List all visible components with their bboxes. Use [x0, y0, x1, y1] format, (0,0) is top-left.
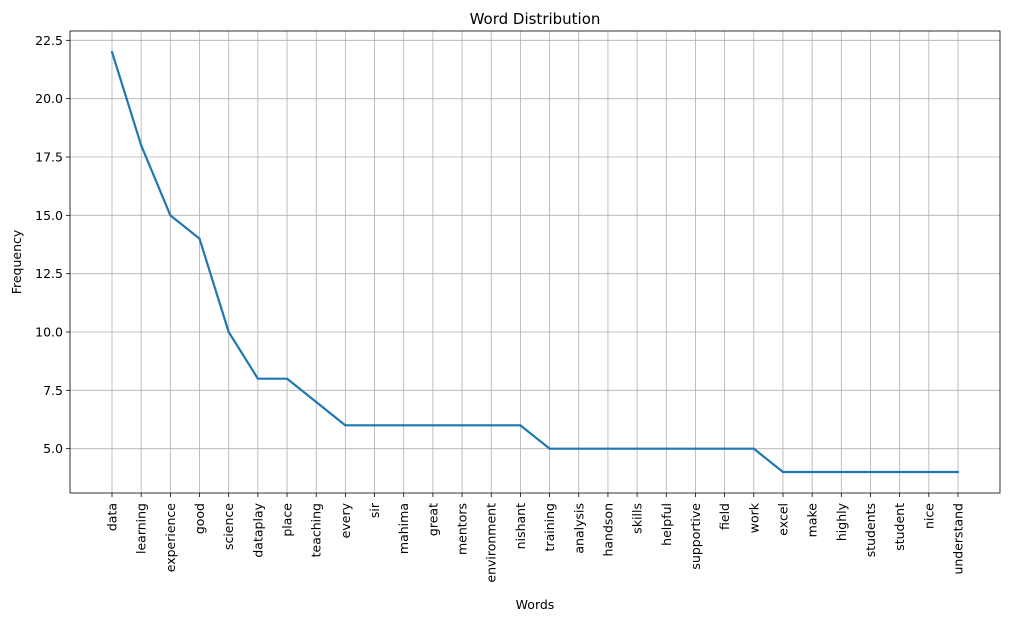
y-tick-label: 22.5: [35, 33, 63, 48]
x-tick-label: science: [221, 503, 236, 550]
x-tick-label: work: [746, 502, 761, 533]
data-point: [344, 424, 347, 427]
data-point: [431, 424, 434, 427]
x-tick-label: field: [717, 503, 732, 530]
x-axis-title: Words: [516, 597, 555, 612]
x-tick-label: training: [542, 503, 557, 551]
data-point: [140, 144, 143, 147]
x-tick-label: mentors: [455, 503, 470, 555]
x-tick-label: environment: [484, 503, 499, 583]
data-point: [256, 377, 259, 380]
y-tick-label: 5.0: [43, 441, 63, 456]
x-tick-label: helpful: [659, 503, 674, 546]
y-tick-label: 7.5: [43, 383, 63, 398]
data-point: [169, 214, 172, 217]
data-point: [198, 237, 201, 240]
data-point: [402, 424, 405, 427]
x-tick-label: sir: [367, 502, 382, 518]
data-point: [781, 470, 785, 474]
data-point: [285, 377, 289, 380]
x-tick-label: learning: [134, 503, 149, 554]
data-point: [110, 50, 114, 54]
x-tick-label: nishant: [513, 503, 528, 549]
data-point: [606, 447, 610, 450]
plot-frame: [69, 30, 1001, 494]
x-tick-label: good: [192, 503, 207, 534]
series-line: [110, 51, 958, 474]
data-point: [665, 447, 668, 450]
data-point: [811, 470, 814, 474]
x-tick-label: highly: [834, 502, 849, 541]
x-tick-label: students: [863, 503, 878, 557]
data-point: [577, 447, 580, 450]
data-point: [460, 424, 464, 427]
y-tick-label: 10.0: [35, 325, 63, 340]
data-point: [490, 424, 493, 427]
x-tick-label: data: [105, 503, 120, 531]
data-point: [373, 424, 376, 427]
x-tick-label: handson: [600, 503, 615, 557]
data-point: [227, 330, 230, 334]
data-point: [898, 470, 901, 474]
y-tick-label: 17.5: [35, 150, 63, 165]
x-tick-label: teaching: [309, 503, 324, 557]
x-tick-label: supportive: [688, 503, 703, 570]
x-tick-label: make: [805, 503, 820, 538]
data-point: [636, 447, 639, 450]
data-point: [927, 470, 930, 474]
x-tick-label: place: [280, 503, 295, 537]
x-tick-label: understand: [951, 503, 966, 575]
data-point: [840, 470, 843, 474]
y-axis-title: Frequency: [9, 229, 24, 294]
data-point: [519, 424, 522, 427]
y-tick-label: 12.5: [35, 266, 63, 281]
data-point: [723, 447, 726, 450]
x-tick-label: excel: [775, 503, 790, 536]
x-tick-label: experience: [163, 503, 178, 573]
series-line-group: [110, 50, 960, 474]
y-tick-label: 15.0: [35, 208, 63, 223]
data-point: [548, 447, 551, 450]
grid-lines: [70, 31, 1000, 493]
x-tick-label: nice: [921, 503, 936, 529]
x-tick-label: every: [338, 502, 353, 538]
x-tick-label: analysis: [571, 503, 586, 554]
x-tick-label: great: [425, 503, 440, 536]
data-point: [315, 400, 318, 404]
x-tick-label: mahima: [396, 503, 411, 554]
axis-ticks: data learning experience good science datapla…: [35, 33, 965, 583]
data-point: [694, 447, 697, 450]
x-tick-label: dataplay: [250, 502, 265, 557]
chart-title: Word Distribution: [470, 10, 601, 28]
data-point: [752, 447, 755, 450]
data-point: [869, 470, 872, 474]
y-tick-label: 20.0: [35, 91, 63, 106]
data-point: [956, 470, 960, 474]
x-tick-label: student: [892, 503, 907, 551]
x-tick-label: skills: [630, 503, 645, 534]
